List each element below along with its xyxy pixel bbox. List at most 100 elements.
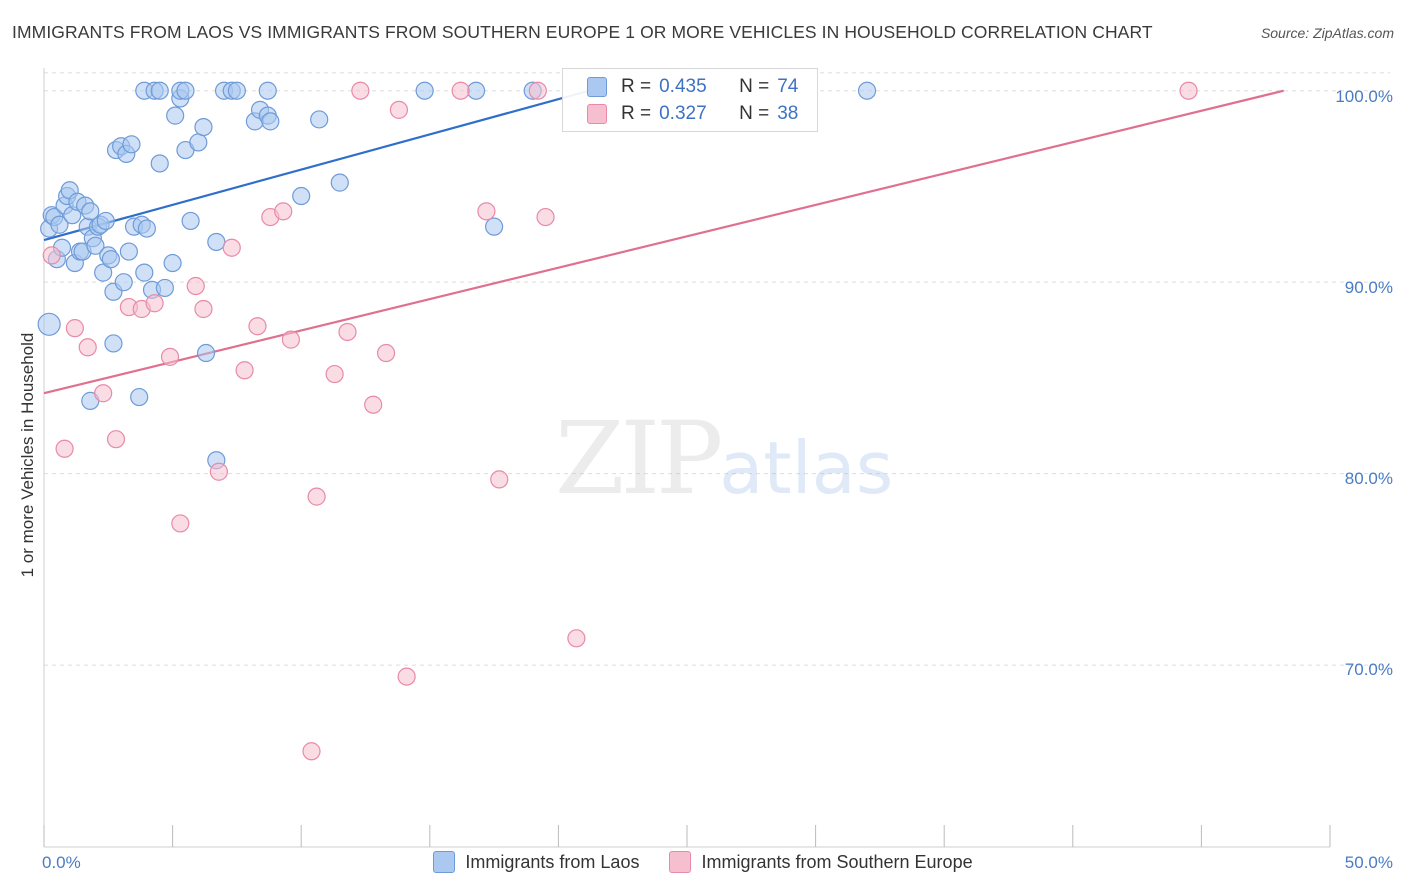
legend-r-label: R = <box>621 103 652 124</box>
point-southern-europe <box>325 364 344 384</box>
legend-swatch-laos <box>587 77 607 97</box>
legend-row-southern-europe: R = 0.327 N = 38 <box>587 101 798 127</box>
point-laos <box>137 219 156 238</box>
series-legend-label: Immigrants from Laos <box>465 851 640 872</box>
point-laos <box>37 312 61 336</box>
point-southern-europe <box>307 487 326 506</box>
y-tick-label-80: 80.0% <box>1344 469 1393 488</box>
point-southern-europe <box>397 667 416 686</box>
point-laos <box>114 273 133 292</box>
point-southern-europe <box>106 430 126 449</box>
point-laos <box>227 81 246 100</box>
point-southern-europe <box>94 384 113 403</box>
point-southern-europe <box>145 294 164 313</box>
point-southern-europe <box>78 338 97 357</box>
point-laos <box>292 186 311 206</box>
point-laos <box>50 215 69 234</box>
point-southern-europe <box>389 100 409 119</box>
point-laos <box>857 81 877 100</box>
legend-n-value: 74 <box>777 76 799 97</box>
watermark: ZIPatlas <box>555 400 894 517</box>
point-southern-europe <box>186 276 205 296</box>
y-tick-label-90: 90.0% <box>1344 278 1393 297</box>
legend-r-label: R = <box>621 76 652 97</box>
point-laos <box>415 81 434 100</box>
series-legend-label: Immigrants from Southern Europe <box>701 851 973 872</box>
legend-row-laos: R = 0.435 N = 74 <box>587 74 798 100</box>
y-tick-label-70: 70.0% <box>1344 660 1393 679</box>
point-southern-europe <box>209 462 228 481</box>
point-southern-europe <box>528 81 547 100</box>
trend-line-laos <box>43 89 590 242</box>
point-southern-europe <box>364 395 383 414</box>
point-southern-europe <box>281 330 301 349</box>
point-laos <box>258 81 277 100</box>
point-laos <box>104 334 123 353</box>
trend-lines <box>43 89 1284 395</box>
point-laos <box>330 173 349 192</box>
point-southern-europe <box>338 322 357 342</box>
point-southern-europe <box>222 238 241 257</box>
point-laos <box>150 81 169 100</box>
point-laos <box>176 81 195 100</box>
point-southern-europe <box>274 202 293 221</box>
point-laos <box>119 242 138 261</box>
point-laos <box>181 211 200 231</box>
point-laos <box>166 106 185 125</box>
series-swatch-southern-europe <box>669 851 692 873</box>
point-southern-europe <box>42 246 61 265</box>
point-laos <box>310 110 329 129</box>
point-southern-europe <box>490 470 509 489</box>
point-southern-europe <box>248 317 267 336</box>
point-laos <box>261 112 280 131</box>
point-southern-europe <box>477 202 496 221</box>
legend-r-value: 0.327 <box>659 103 707 124</box>
series-swatch-laos <box>433 851 456 873</box>
point-southern-europe <box>160 347 180 366</box>
series-legend: Immigrants from Laos Immigrants from Sou… <box>0 851 1406 873</box>
x-axis <box>43 68 1331 848</box>
point-laos <box>155 278 174 298</box>
point-southern-europe <box>451 81 470 100</box>
point-laos <box>189 133 208 152</box>
point-laos <box>101 250 120 269</box>
point-southern-europe <box>536 207 555 227</box>
point-laos <box>135 263 154 282</box>
series-legend-laos[interactable]: Immigrants from Laos <box>433 851 639 873</box>
source-label: Source: ZipAtlas.com <box>1260 25 1394 41</box>
series-legend-southern-europe[interactable]: Immigrants from Southern Europe <box>669 851 973 873</box>
point-southern-europe <box>567 629 586 648</box>
point-southern-europe <box>302 742 321 761</box>
point-laos <box>94 263 113 282</box>
legend-n-label: N = <box>739 76 770 97</box>
x-tick-label-0: 0.0% <box>42 853 81 872</box>
y-axis-label: 1 or more Vehicles in Household <box>18 332 37 578</box>
x-tick-label-50: 50.0% <box>1344 853 1393 872</box>
point-laos <box>196 343 216 363</box>
point-southern-europe <box>235 361 254 380</box>
point-laos <box>96 211 115 231</box>
point-southern-europe <box>55 439 74 458</box>
legend-n-label: N = <box>739 103 770 124</box>
point-southern-europe <box>65 319 84 338</box>
point-laos <box>150 154 169 173</box>
point-southern-europe <box>376 343 396 363</box>
trend-line-southern-europe <box>43 89 1284 395</box>
point-laos <box>466 81 486 100</box>
legend-n-value: 38 <box>777 103 799 124</box>
correlation-legend: R = 0.435 N = 74 R = 0.327 N = 38 <box>562 68 818 132</box>
point-laos <box>130 387 149 407</box>
point-southern-europe <box>351 81 370 100</box>
point-laos <box>122 135 141 154</box>
point-laos <box>194 117 213 137</box>
scatter-points <box>37 81 1198 761</box>
chart-title: IMMIGRANTS FROM LAOS VS IMMIGRANTS FROM … <box>12 22 1153 42</box>
point-laos <box>81 202 100 221</box>
legend-swatch-southern-europe <box>587 104 607 124</box>
point-laos <box>163 253 182 273</box>
point-southern-europe <box>194 299 213 319</box>
y-tick-label-100: 100.0% <box>1335 87 1393 106</box>
point-laos <box>86 236 105 255</box>
point-laos <box>207 232 226 252</box>
